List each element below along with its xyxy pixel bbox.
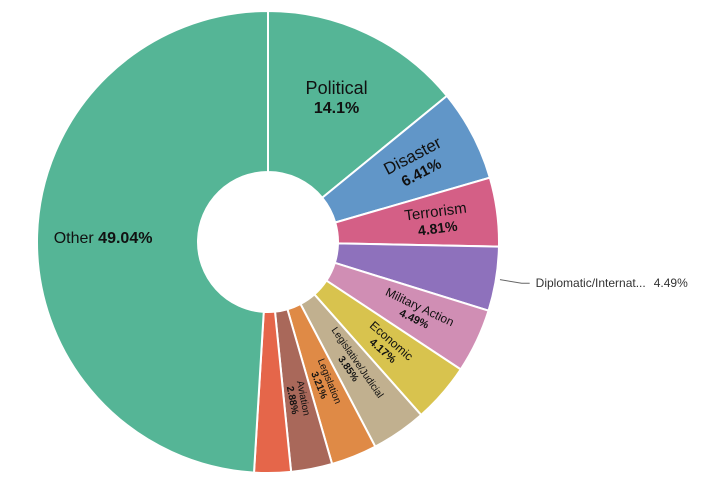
label-name-other: Other [54, 230, 98, 247]
leader-line-diplomatic-internat [499, 279, 530, 284]
slice-political[interactable] [267, 9, 449, 200]
label-other: Other 49.04% [54, 230, 153, 247]
label-value-diplomatic-internat: 4.49% [654, 276, 688, 290]
label-value-terrorism: 4.81% [417, 217, 459, 238]
label-value-other: 49.04% [98, 230, 152, 247]
label-value-aviation: 2.88% [284, 385, 300, 415]
label-name-political: Political [306, 78, 368, 98]
svg-text:Other 49.04%: Other 49.04% [54, 230, 153, 247]
label-political: Political 14.1% [306, 78, 368, 117]
label-name-diplomatic-internat: Diplomatic/Internat... [536, 276, 646, 290]
label-value-political: 14.1% [314, 100, 359, 117]
label-diplomatic-internat: Diplomatic/Internat... 4.49% [536, 276, 688, 290]
slice-other[interactable] [35, 9, 269, 474]
